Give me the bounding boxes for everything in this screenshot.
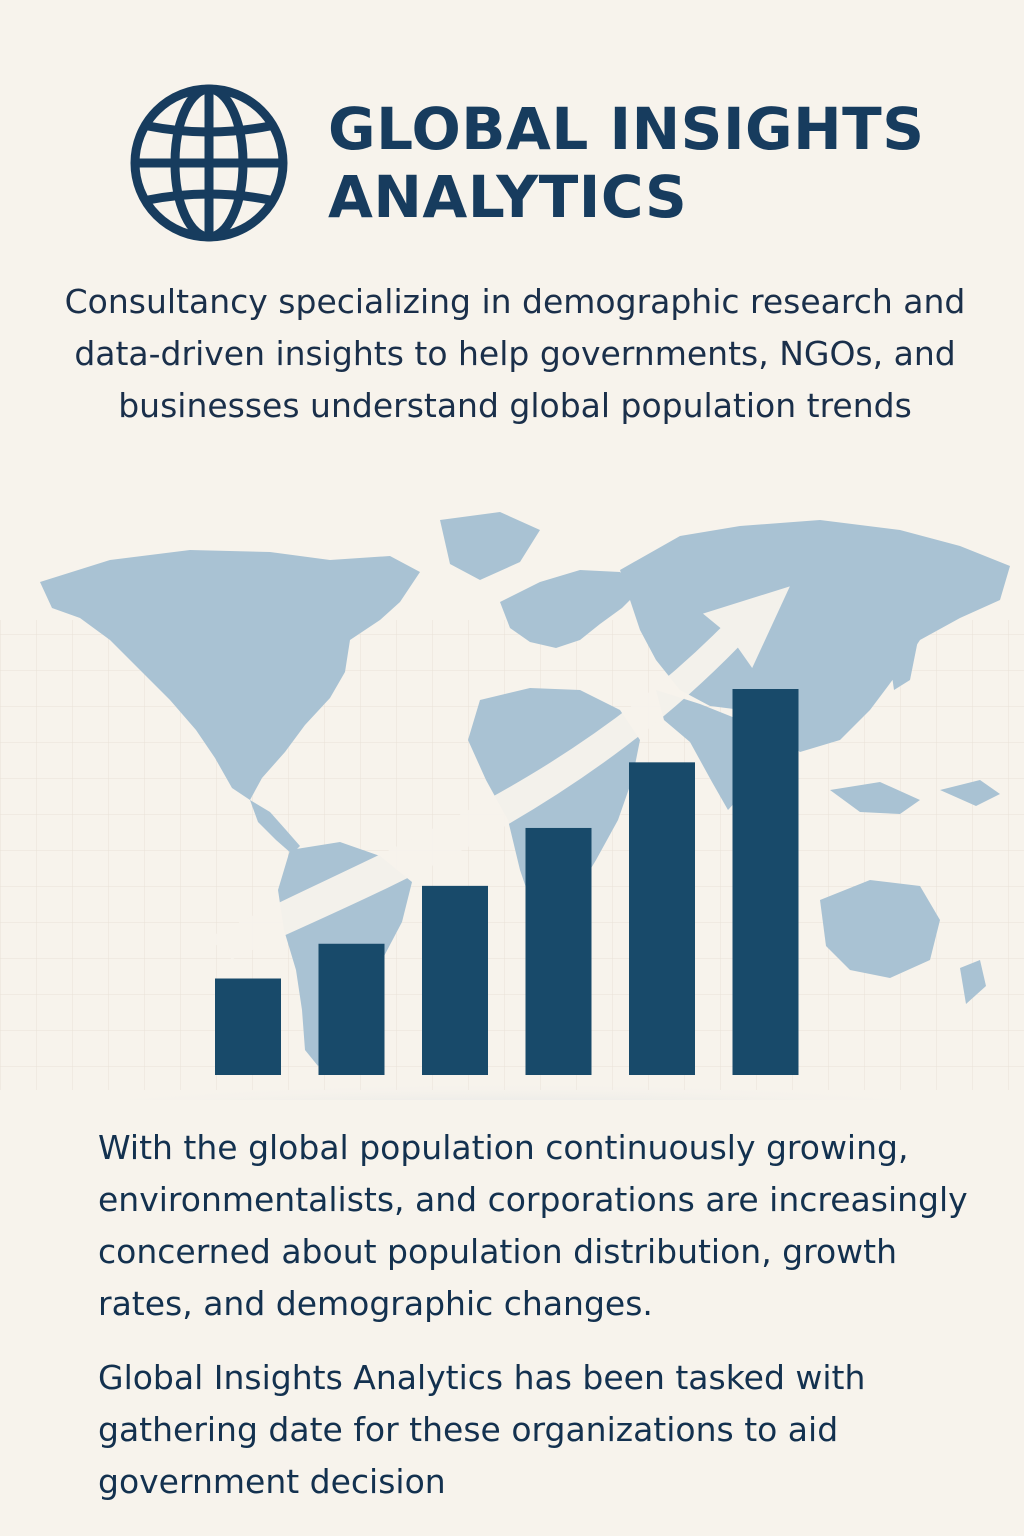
body-paragraph-1: With the global population continuously … bbox=[98, 1128, 968, 1323]
hero-illustration bbox=[0, 490, 1024, 1100]
growth-bar-3 bbox=[422, 885, 488, 1075]
tagline: Consultancy specializing in demographic … bbox=[64, 282, 966, 425]
growth-bar-5 bbox=[629, 762, 695, 1075]
body-paragraph-2: Global Insights Analytics has been taske… bbox=[98, 1358, 866, 1501]
upward-trend-arrow-icon bbox=[208, 586, 790, 960]
growth-bar-2 bbox=[318, 943, 385, 1075]
growth-bar-6 bbox=[732, 689, 799, 1075]
globe-icon bbox=[130, 84, 288, 242]
header: GLOBAL INSIGHTS ANALYTICS bbox=[128, 82, 988, 244]
brand-name: GLOBAL INSIGHTS ANALYTICS bbox=[328, 95, 925, 231]
growth-bar-4 bbox=[525, 827, 592, 1075]
growth-bars bbox=[215, 689, 799, 1075]
growth-bar-1 bbox=[215, 978, 281, 1075]
